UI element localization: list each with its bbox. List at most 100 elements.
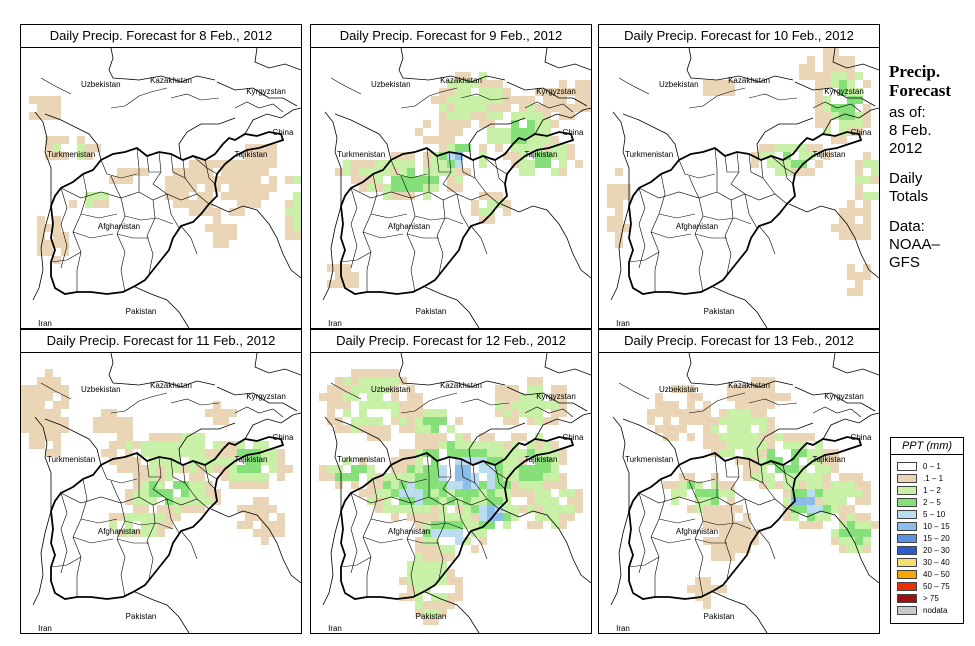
precip-cell xyxy=(743,537,751,545)
precip-cell xyxy=(703,80,711,88)
precip-cell xyxy=(551,473,559,481)
precip-cell xyxy=(399,401,407,409)
precip-cell xyxy=(511,449,519,457)
precip-cell xyxy=(455,481,463,489)
precip-cell xyxy=(45,240,53,248)
province-border xyxy=(658,518,696,524)
precip-cell xyxy=(559,481,567,489)
precip-cell xyxy=(149,489,157,497)
precip-cell xyxy=(447,184,455,192)
precip-cell xyxy=(447,136,455,144)
precip-cell xyxy=(543,128,551,136)
precip-cell xyxy=(767,481,775,489)
precip-cell xyxy=(133,473,141,481)
precip-cell xyxy=(703,497,711,505)
precip-cell xyxy=(463,497,471,505)
precip-cell xyxy=(367,160,375,168)
country-label-india: India xyxy=(257,632,275,633)
precip-cell xyxy=(359,184,367,192)
precip-cell xyxy=(45,417,53,425)
precip-cell xyxy=(205,481,213,489)
river-line xyxy=(170,398,220,406)
precip-cell xyxy=(719,441,727,449)
precip-cell xyxy=(527,128,535,136)
precip-cell xyxy=(423,473,431,481)
precip-cell xyxy=(157,433,165,441)
precip-cell xyxy=(439,417,447,425)
precip-cells xyxy=(319,369,583,625)
precip-cell xyxy=(351,369,359,377)
precip-cell xyxy=(615,232,623,240)
precip-cell xyxy=(37,104,45,112)
precip-cell xyxy=(663,401,671,409)
precip-cell xyxy=(863,112,871,120)
precip-cell xyxy=(407,561,415,569)
precip-cells xyxy=(647,377,879,609)
precip-cell xyxy=(205,449,213,457)
precip-cell xyxy=(101,417,109,425)
precip-cell xyxy=(53,449,61,457)
precip-cell xyxy=(335,393,343,401)
precip-cell xyxy=(253,160,261,168)
precip-cell xyxy=(343,425,351,433)
precip-cell xyxy=(863,481,871,489)
precip-cell xyxy=(551,88,559,96)
precip-cell xyxy=(623,192,631,200)
precip-cell xyxy=(863,497,871,505)
country-border xyxy=(178,117,236,161)
province-border xyxy=(730,151,746,195)
precip-cell xyxy=(703,433,711,441)
precip-cell xyxy=(783,465,791,473)
precip-cell xyxy=(839,216,847,224)
map-panel-feb10: Daily Precip. Forecast for 10 Feb., 2012… xyxy=(598,24,880,329)
precip-cell xyxy=(855,529,863,537)
precip-cell xyxy=(559,393,567,401)
precip-cell xyxy=(367,377,375,385)
precip-cell xyxy=(847,64,855,72)
province-border xyxy=(702,215,752,225)
precip-cell xyxy=(527,136,535,144)
precip-cell xyxy=(847,537,855,545)
river-line xyxy=(812,101,862,113)
precip-cell xyxy=(383,369,391,377)
precip-cell xyxy=(447,529,455,537)
precip-cell xyxy=(197,176,205,184)
precip-cell xyxy=(335,425,343,433)
precip-cell xyxy=(815,505,823,513)
precip-cell xyxy=(261,441,269,449)
precip-cell xyxy=(189,176,197,184)
precip-cell xyxy=(655,409,663,417)
precip-cell xyxy=(671,425,679,433)
precip-cell xyxy=(133,529,141,537)
precip-cell xyxy=(37,377,45,385)
precip-cell xyxy=(607,184,615,192)
precip-cell xyxy=(351,465,359,473)
province-border xyxy=(152,151,168,195)
precip-cell xyxy=(487,88,495,96)
precip-cell xyxy=(237,505,245,513)
country-border xyxy=(612,111,630,206)
precip-cell xyxy=(815,72,823,80)
precip-cell xyxy=(711,417,719,425)
precip-cell xyxy=(663,409,671,417)
precip-cell xyxy=(229,232,237,240)
precip-cell xyxy=(431,433,439,441)
country-label-turkmenistan: Turkmenistan xyxy=(625,455,673,464)
precip-cell xyxy=(567,497,575,505)
river-line xyxy=(812,406,862,418)
precip-cell xyxy=(391,160,399,168)
precip-cell xyxy=(125,529,133,537)
precip-cell xyxy=(727,409,735,417)
precip-cell xyxy=(487,136,495,144)
precip-cell xyxy=(205,184,213,192)
precip-cell xyxy=(157,521,165,529)
precip-cell xyxy=(823,465,831,473)
province-border xyxy=(744,498,758,534)
precip-cell xyxy=(823,152,831,160)
precip-cell xyxy=(415,184,423,192)
precip-cell xyxy=(415,513,423,521)
precip-cell xyxy=(575,104,583,112)
precip-cell xyxy=(125,425,133,433)
country-border xyxy=(500,203,591,279)
precip-cell xyxy=(455,120,463,128)
